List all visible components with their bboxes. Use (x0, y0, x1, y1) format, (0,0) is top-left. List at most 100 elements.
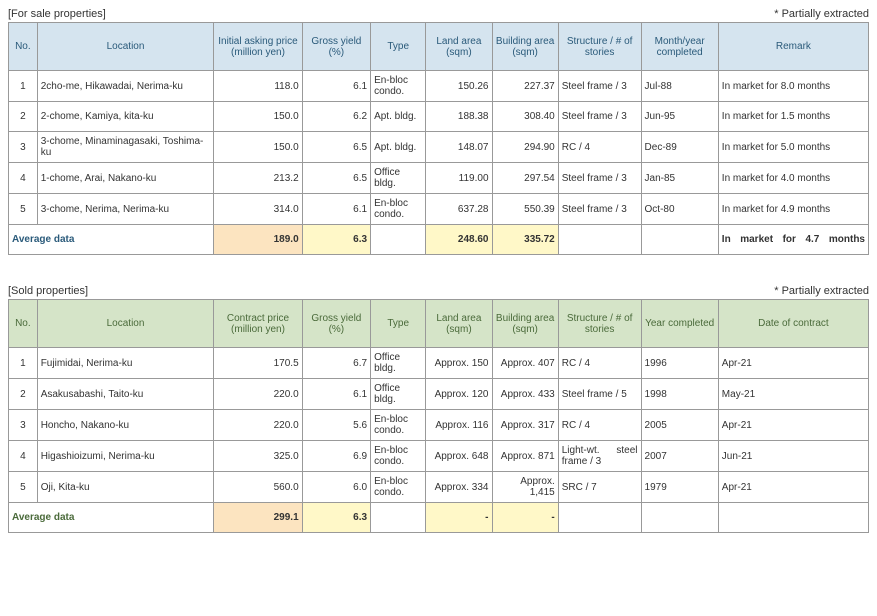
sold-avg-label: Average data (9, 503, 214, 533)
table-row: 12cho-me, Hikawadai, Nerima-ku118.06.1En… (9, 71, 869, 102)
sale-title: [For sale properties] (8, 8, 106, 20)
cell-yield: 6.7 (302, 348, 370, 379)
sale-avg-yield: 6.3 (302, 225, 370, 255)
table-row: 2Asakusabashi, Taito-ku220.06.1Office bl… (9, 379, 869, 410)
cell-location: 2cho-me, Hikawadai, Nerima-ku (37, 71, 214, 102)
cell-type: En-bloc condo. (371, 472, 426, 503)
col-no: No. (9, 23, 38, 71)
table-row: 33-chome, Minaminagasaki, Toshima-ku150.… (9, 132, 869, 163)
cell-location: 1-chome, Arai, Nakano-ku (37, 163, 214, 194)
sold-body: 1Fujimidai, Nerima-ku170.56.7Office bldg… (9, 348, 869, 503)
col-struct: Structure / # of stories (558, 23, 641, 71)
cell-bldg: Approx. 317 (492, 410, 558, 441)
col-date: Month/year completed (641, 23, 718, 71)
table-row: 22-chome, Kamiya, kita-ku150.06.2Apt. bl… (9, 102, 869, 132)
cell-date: Jan-85 (641, 163, 718, 194)
sold-avg-land: - (426, 503, 492, 533)
cell-location: 3-chome, Minaminagasaki, Toshima-ku (37, 132, 214, 163)
sale-avg-date (641, 225, 718, 255)
sale-avg-price: 189.0 (214, 225, 302, 255)
cell-no: 4 (9, 441, 38, 472)
sold-avg-date (641, 503, 718, 533)
cell-price: 220.0 (214, 410, 302, 441)
cell-type: Office bldg. (371, 348, 426, 379)
sale-header-row: [For sale properties] * Partially extrac… (8, 8, 869, 20)
cell-bldg: Approx. 407 (492, 348, 558, 379)
cell-date: 1979 (641, 472, 718, 503)
cell-remark: Apr-21 (718, 348, 868, 379)
cell-type: En-bloc condo. (371, 194, 426, 225)
cell-price: 118.0 (214, 71, 302, 102)
cell-price: 314.0 (214, 194, 302, 225)
col-bldg: Building area (sqm) (492, 23, 558, 71)
cell-bldg: 294.90 (492, 132, 558, 163)
cell-remark: In market for 4.0 months (718, 163, 868, 194)
cell-no: 5 (9, 472, 38, 503)
cell-yield: 6.5 (302, 132, 370, 163)
cell-land: 637.28 (426, 194, 492, 225)
cell-struct: SRC / 7 (558, 472, 641, 503)
col-no: No. (9, 300, 38, 348)
sale-avg-remark: In market for 4.7 months (718, 225, 868, 255)
cell-struct: Steel frame / 3 (558, 71, 641, 102)
cell-remark: In market for 5.0 months (718, 132, 868, 163)
cell-no: 1 (9, 71, 38, 102)
cell-no: 5 (9, 194, 38, 225)
sale-avg-row: Average data 189.0 6.3 248.60 335.72 In … (9, 225, 869, 255)
cell-type: En-bloc condo. (371, 71, 426, 102)
cell-struct: Steel frame / 5 (558, 379, 641, 410)
cell-bldg: 297.54 (492, 163, 558, 194)
sale-header: No. Location Initial asking price (milli… (9, 23, 869, 71)
cell-location: Asakusabashi, Taito-ku (37, 379, 214, 410)
sold-avg-bldg: - (492, 503, 558, 533)
cell-type: En-bloc condo. (371, 410, 426, 441)
sold-table: No. Location Contract price (million yen… (8, 299, 869, 533)
table-row: 53-chome, Nerima, Nerima-ku314.06.1En-bl… (9, 194, 869, 225)
cell-location: 2-chome, Kamiya, kita-ku (37, 102, 214, 132)
cell-price: 560.0 (214, 472, 302, 503)
col-remark: Date of contract (718, 300, 868, 348)
cell-struct: Steel frame / 3 (558, 102, 641, 132)
cell-price: 220.0 (214, 379, 302, 410)
cell-date: 2007 (641, 441, 718, 472)
cell-remark: Apr-21 (718, 410, 868, 441)
sold-note: * Partially extracted (774, 285, 869, 297)
cell-yield: 5.6 (302, 410, 370, 441)
cell-bldg: Approx. 1,415 (492, 472, 558, 503)
cell-bldg: 227.37 (492, 71, 558, 102)
cell-location: Higashioizumi, Nerima-ku (37, 441, 214, 472)
cell-struct: RC / 4 (558, 348, 641, 379)
cell-land: 148.07 (426, 132, 492, 163)
sale-section: [For sale properties] * Partially extrac… (8, 8, 869, 255)
col-date: Year completed (641, 300, 718, 348)
cell-location: 3-chome, Nerima, Nerima-ku (37, 194, 214, 225)
cell-remark: Jun-21 (718, 441, 868, 472)
col-location: Location (37, 300, 214, 348)
sold-avg-yield: 6.3 (302, 503, 370, 533)
cell-price: 150.0 (214, 132, 302, 163)
cell-location: Honcho, Nakano-ku (37, 410, 214, 441)
cell-price: 150.0 (214, 102, 302, 132)
table-row: 5Oji, Kita-ku560.06.0En-bloc condo.Appro… (9, 472, 869, 503)
sale-avg-type (371, 225, 426, 255)
cell-struct: Steel frame / 3 (558, 194, 641, 225)
cell-remark: In market for 1.5 months (718, 102, 868, 132)
cell-location: Fujimidai, Nerima-ku (37, 348, 214, 379)
col-type: Type (371, 23, 426, 71)
cell-type: Apt. bldg. (371, 102, 426, 132)
cell-land: Approx. 116 (426, 410, 492, 441)
cell-no: 3 (9, 132, 38, 163)
cell-remark: Apr-21 (718, 472, 868, 503)
sold-header: No. Location Contract price (million yen… (9, 300, 869, 348)
cell-no: 1 (9, 348, 38, 379)
cell-yield: 6.2 (302, 102, 370, 132)
sold-title: [Sold properties] (8, 285, 88, 297)
col-remark: Remark (718, 23, 868, 71)
cell-land: Approx. 150 (426, 348, 492, 379)
cell-bldg: Approx. 871 (492, 441, 558, 472)
col-land: Land area (sqm) (426, 300, 492, 348)
table-row: 3Honcho, Nakano-ku220.05.6En-bloc condo.… (9, 410, 869, 441)
cell-bldg: 308.40 (492, 102, 558, 132)
sold-avg-remark (718, 503, 868, 533)
col-location: Location (37, 23, 214, 71)
